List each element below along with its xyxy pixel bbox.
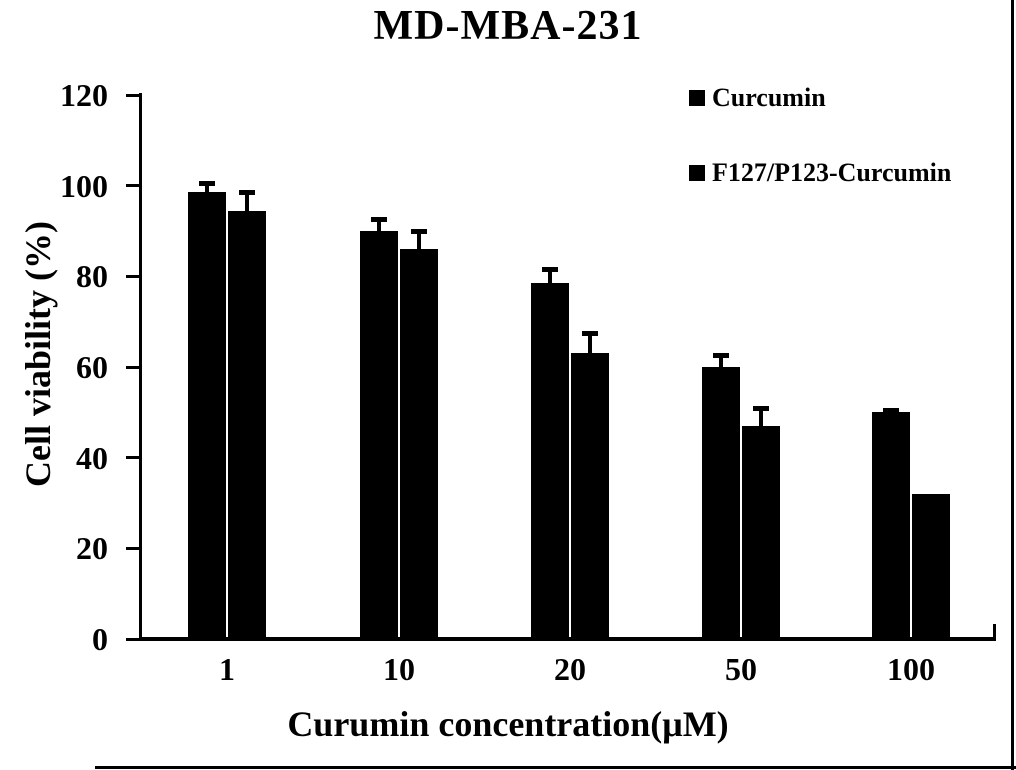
y-axis-tick xyxy=(126,93,141,97)
bar-f127p123-curcumin-10 xyxy=(400,249,438,639)
legend-marker-curcumin-icon xyxy=(689,90,705,106)
error-bar-cap-curcumin-100 xyxy=(883,407,899,413)
y-tick-label: 80 xyxy=(76,258,108,295)
bar-f127p123-curcumin-50 xyxy=(742,425,780,639)
error-bar-cap-curcumin-10 xyxy=(371,217,387,223)
y-axis-tick xyxy=(126,546,141,550)
error-bar-stem-curcumin-50 xyxy=(719,353,723,367)
x-tick-label-20: 20 xyxy=(554,651,586,687)
y-axis-tick xyxy=(126,365,141,369)
figure-border-right xyxy=(1011,0,1014,770)
error-bar-stem-curcumin-10 xyxy=(377,217,381,231)
y-axis-tick xyxy=(126,274,141,278)
bar-f127p123-curcumin-1 xyxy=(228,210,266,639)
error-bar-stem-curcumin-20 xyxy=(548,267,552,284)
error-bar-stem-f127p123-curcumin-1 xyxy=(245,190,249,211)
y-tick-label: 60 xyxy=(76,349,108,385)
legend-marker-f127p123-curcumin-icon xyxy=(689,165,705,181)
x-tick-label-1: 1 xyxy=(219,651,235,687)
y-axis-tick xyxy=(126,637,141,641)
bar-curcumin-1 xyxy=(188,192,226,639)
y-tick-label: 100 xyxy=(60,167,108,204)
x-tick-label-10: 10 xyxy=(383,651,415,687)
y-tick-label: 40 xyxy=(76,439,108,476)
chart-title: MD-MBA-231 xyxy=(373,3,643,49)
error-bar-cap-curcumin-20 xyxy=(542,267,558,273)
error-bar-cap-f127p123-curcumin-50 xyxy=(753,405,769,411)
error-bar-cap-curcumin-50 xyxy=(713,353,729,359)
error-bar-cap-f127p123-curcumin-10 xyxy=(411,228,427,234)
x-axis-line xyxy=(139,637,996,641)
x-tick-label-100: 100 xyxy=(887,651,935,687)
x-tick-label-50: 50 xyxy=(725,651,757,687)
x-axis-end-tick xyxy=(993,624,996,638)
bar-curcumin-100 xyxy=(872,412,910,639)
bar-f127p123-curcumin-20 xyxy=(571,353,609,639)
error-bar-cap-f127p123-curcumin-20 xyxy=(582,330,598,336)
legend-label-f127p123-curcumin: F127/P123-Curcumin xyxy=(712,158,952,187)
y-tick-label: 0 xyxy=(92,621,108,657)
legend-label-curcumin: Curcumin xyxy=(712,83,826,112)
y-tick-label: 120 xyxy=(60,77,108,113)
figure-border-bottom xyxy=(95,766,1016,769)
error-bar-stem-f127p123-curcumin-20 xyxy=(588,330,592,354)
error-bar-cap-f127p123-curcumin-1 xyxy=(239,190,255,196)
bar-curcumin-50 xyxy=(702,367,740,639)
bar-curcumin-10 xyxy=(360,231,398,639)
bar-f127p123-curcumin-100 xyxy=(912,493,950,639)
x-axis-label: Curumin concentration(μM) xyxy=(287,704,729,744)
error-bar-stem-f127p123-curcumin-10 xyxy=(417,228,421,250)
error-bar-stem-f127p123-curcumin-50 xyxy=(759,405,763,426)
y-axis-tick xyxy=(126,456,141,460)
y-tick-label: 20 xyxy=(76,530,108,567)
y-axis-tick xyxy=(126,184,141,188)
error-bar-stem-curcumin-1 xyxy=(205,181,209,193)
error-bar-cap-curcumin-1 xyxy=(199,181,215,187)
bar-curcumin-20 xyxy=(531,283,569,639)
